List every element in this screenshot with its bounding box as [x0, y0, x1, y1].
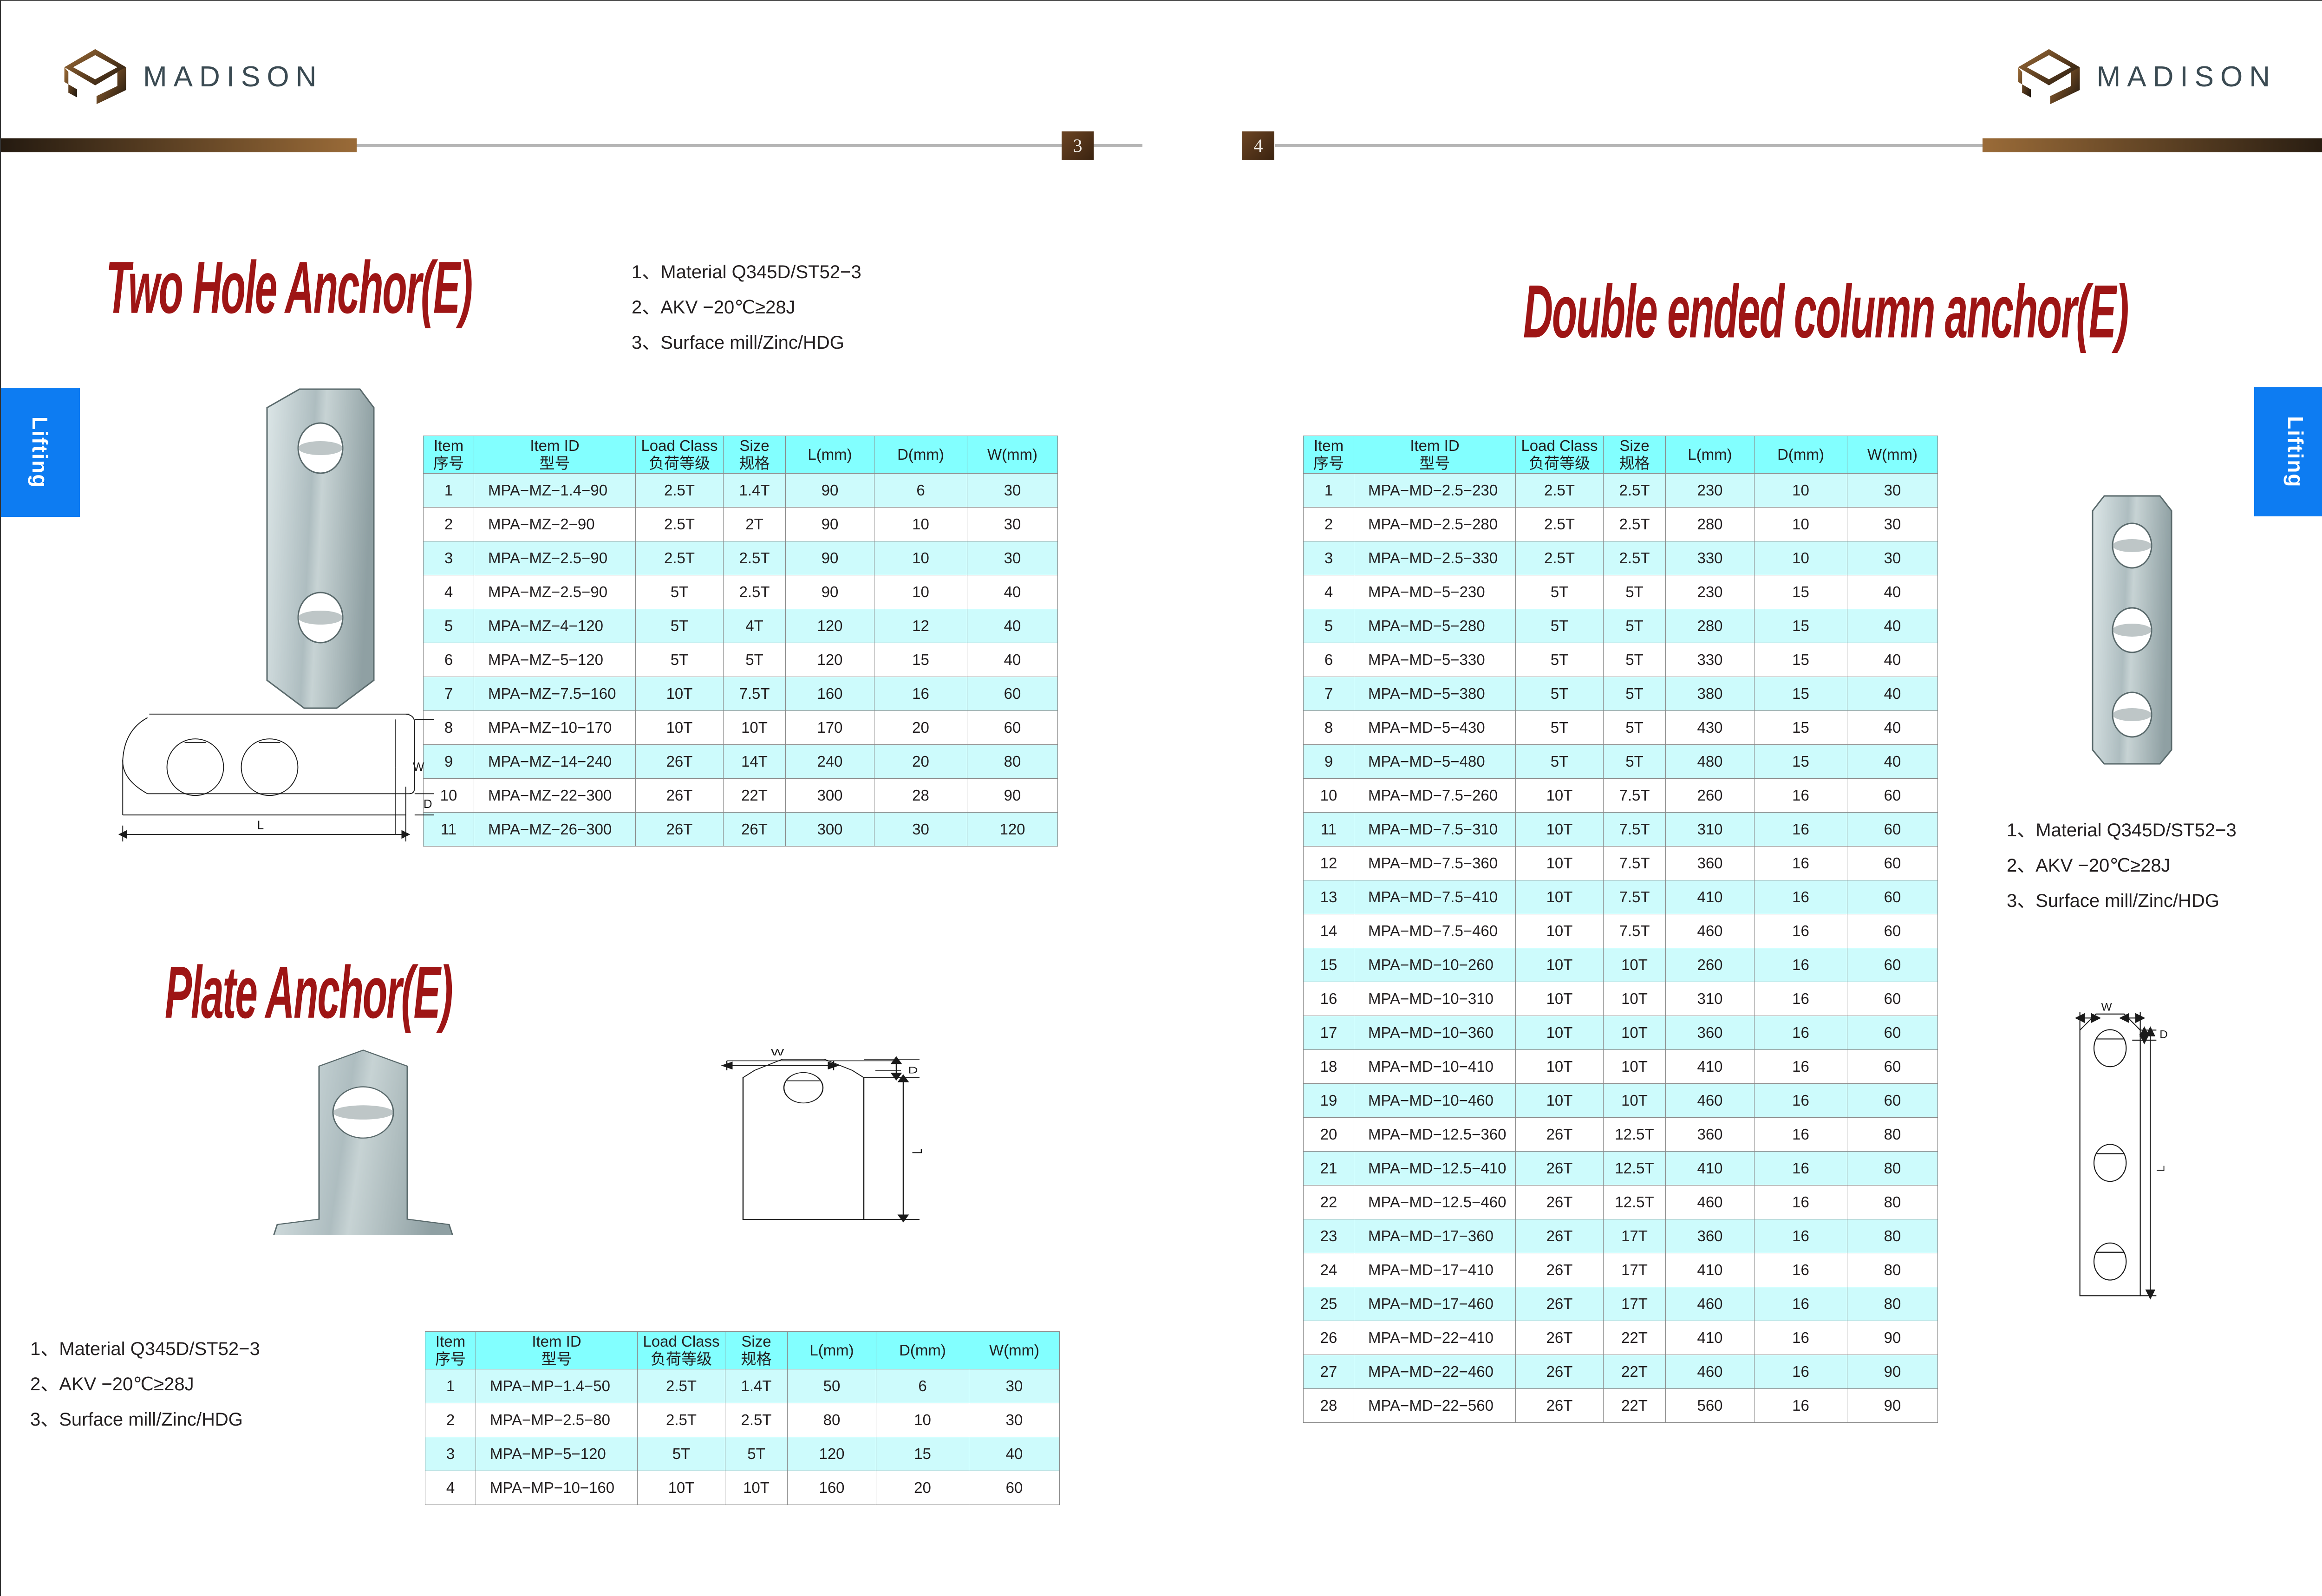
- svg-text:W: W: [771, 1047, 784, 1057]
- svg-text:W: W: [2101, 1001, 2112, 1014]
- svg-text:D: D: [424, 798, 432, 811]
- svg-text:L: L: [257, 819, 264, 832]
- svg-text:D: D: [908, 1065, 918, 1075]
- svg-text:L: L: [910, 1148, 925, 1153]
- svg-text:W: W: [413, 761, 424, 774]
- svg-text:L: L: [2155, 1166, 2167, 1172]
- svg-text:D: D: [2159, 1029, 2168, 1041]
